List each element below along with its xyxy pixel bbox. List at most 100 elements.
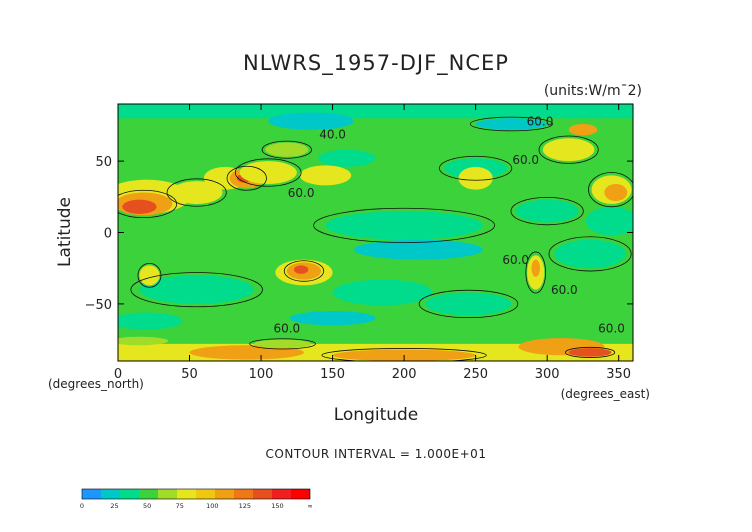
contour-line — [418, 289, 519, 318]
colorbar-swatch — [139, 489, 158, 499]
field-region — [253, 339, 312, 349]
field-region — [425, 292, 512, 316]
field-region — [585, 206, 633, 236]
contour-line — [321, 348, 487, 361]
field-region — [268, 112, 355, 130]
x-tick-label: 0 — [114, 367, 122, 382]
colorbar-swatch — [215, 489, 234, 499]
colorbar-swatch — [158, 489, 177, 499]
contour-line — [130, 272, 263, 308]
heatmap-field — [118, 104, 633, 361]
field-region — [118, 336, 169, 346]
field-region — [139, 275, 254, 304]
field-region — [239, 161, 297, 184]
contour-line — [588, 172, 633, 208]
contour-line — [118, 189, 178, 219]
contour-line — [469, 116, 553, 132]
contour-line — [439, 155, 513, 181]
colorbar-swatch — [234, 489, 253, 499]
colorbar-tick-label: 100 — [206, 502, 218, 510]
colorbar-tick-label: 25 — [110, 502, 118, 510]
colorbar-swatch — [177, 489, 196, 499]
x-tick-label: 100 — [249, 367, 274, 382]
colorbar-tick-label: 0 — [80, 502, 84, 510]
contour-line — [137, 262, 162, 288]
colorbar-tick-label: ∞ — [307, 502, 312, 510]
y-tick-label: −50 — [85, 298, 112, 313]
contour-label: 60.0 — [273, 321, 300, 335]
y-axis-sublabel: (degrees_north) — [48, 377, 144, 391]
contour-label: 60.0 — [527, 114, 554, 128]
contour-line — [538, 135, 599, 164]
contour-lines — [118, 116, 633, 361]
contour-line — [510, 196, 584, 226]
field-region — [604, 183, 628, 202]
field-region — [118, 312, 183, 330]
colorbar-tick-label: 50 — [143, 502, 151, 510]
field-region — [531, 259, 541, 277]
y-tick-label: 0 — [104, 227, 112, 242]
colorbar-swatch — [253, 489, 272, 499]
colorbar-swatch — [82, 489, 101, 499]
x-tick-label: 250 — [463, 367, 488, 382]
x-axis-title: Longitude — [334, 405, 419, 425]
field-region — [554, 239, 626, 269]
colorbar-swatch — [196, 489, 215, 499]
axes: 0 50 100 150 200 250 300 350 50 0 −50 — [85, 104, 633, 382]
contour-line — [525, 251, 546, 294]
contour-label: 60.0 — [288, 186, 315, 200]
chart-title: NLWRS_1957-DJF_NCEP — [243, 51, 509, 76]
contour-label: 60.0 — [512, 153, 539, 167]
contour-line — [565, 346, 616, 358]
contour-label: 60.0 — [598, 321, 625, 335]
field-region — [325, 211, 483, 240]
colorbar-tick-label: 150 — [271, 502, 283, 510]
contour-label: 60.0 — [502, 253, 529, 267]
colorbar: 0 25 50 75 100 125 150 ∞ — [80, 488, 313, 510]
field-region — [139, 265, 160, 286]
contour-line — [249, 338, 316, 350]
contour-labels: 60.0 40.0 60.0 60.0 60.0 60.0 60.0 60.0 — [273, 114, 624, 335]
contour-label: 40.0 — [319, 127, 346, 141]
field-region — [542, 138, 595, 162]
colorbar-swatch — [291, 489, 310, 499]
x-tick-label: 150 — [320, 367, 345, 382]
field-region — [289, 311, 376, 326]
field-region — [475, 118, 548, 130]
colorbar-swatch — [272, 489, 291, 499]
contour-line — [234, 158, 302, 187]
colorbar-frame — [81, 488, 311, 500]
field-region — [458, 166, 493, 190]
field-region — [354, 239, 483, 260]
field-region — [568, 123, 598, 136]
y-tick-label: 50 — [95, 155, 112, 170]
x-tick-label: 350 — [606, 367, 631, 382]
x-tick-label: 50 — [181, 367, 198, 382]
colorbar-tick-label: 125 — [239, 502, 251, 510]
contour-line — [226, 165, 267, 191]
field-region — [299, 165, 352, 186]
colorbar-swatch — [120, 489, 139, 499]
contour-interval-note: CONTOUR INTERVAL = 1.000E+01 — [266, 447, 487, 461]
colorbar-swatch — [101, 489, 120, 499]
field-region — [515, 199, 579, 223]
field-region — [265, 142, 309, 157]
field-region — [568, 348, 612, 357]
colorbar-tick-label: 75 — [176, 502, 184, 510]
units-label: (units:W/m¯2) — [544, 83, 642, 99]
y-axis-title: Latitude — [55, 197, 75, 267]
field-region — [170, 181, 223, 204]
field-region — [293, 265, 309, 274]
field-region — [118, 104, 633, 119]
field-region — [332, 279, 433, 306]
contour-line — [548, 236, 632, 272]
x-axis-sublabel: (degrees_east) — [561, 387, 650, 401]
field-region — [318, 149, 376, 167]
contour-label: 60.0 — [551, 283, 578, 297]
contour-line — [283, 260, 325, 282]
x-tick-label: 300 — [535, 367, 560, 382]
contour-line — [261, 140, 312, 159]
contour-line — [313, 207, 495, 243]
field-region — [122, 199, 157, 214]
